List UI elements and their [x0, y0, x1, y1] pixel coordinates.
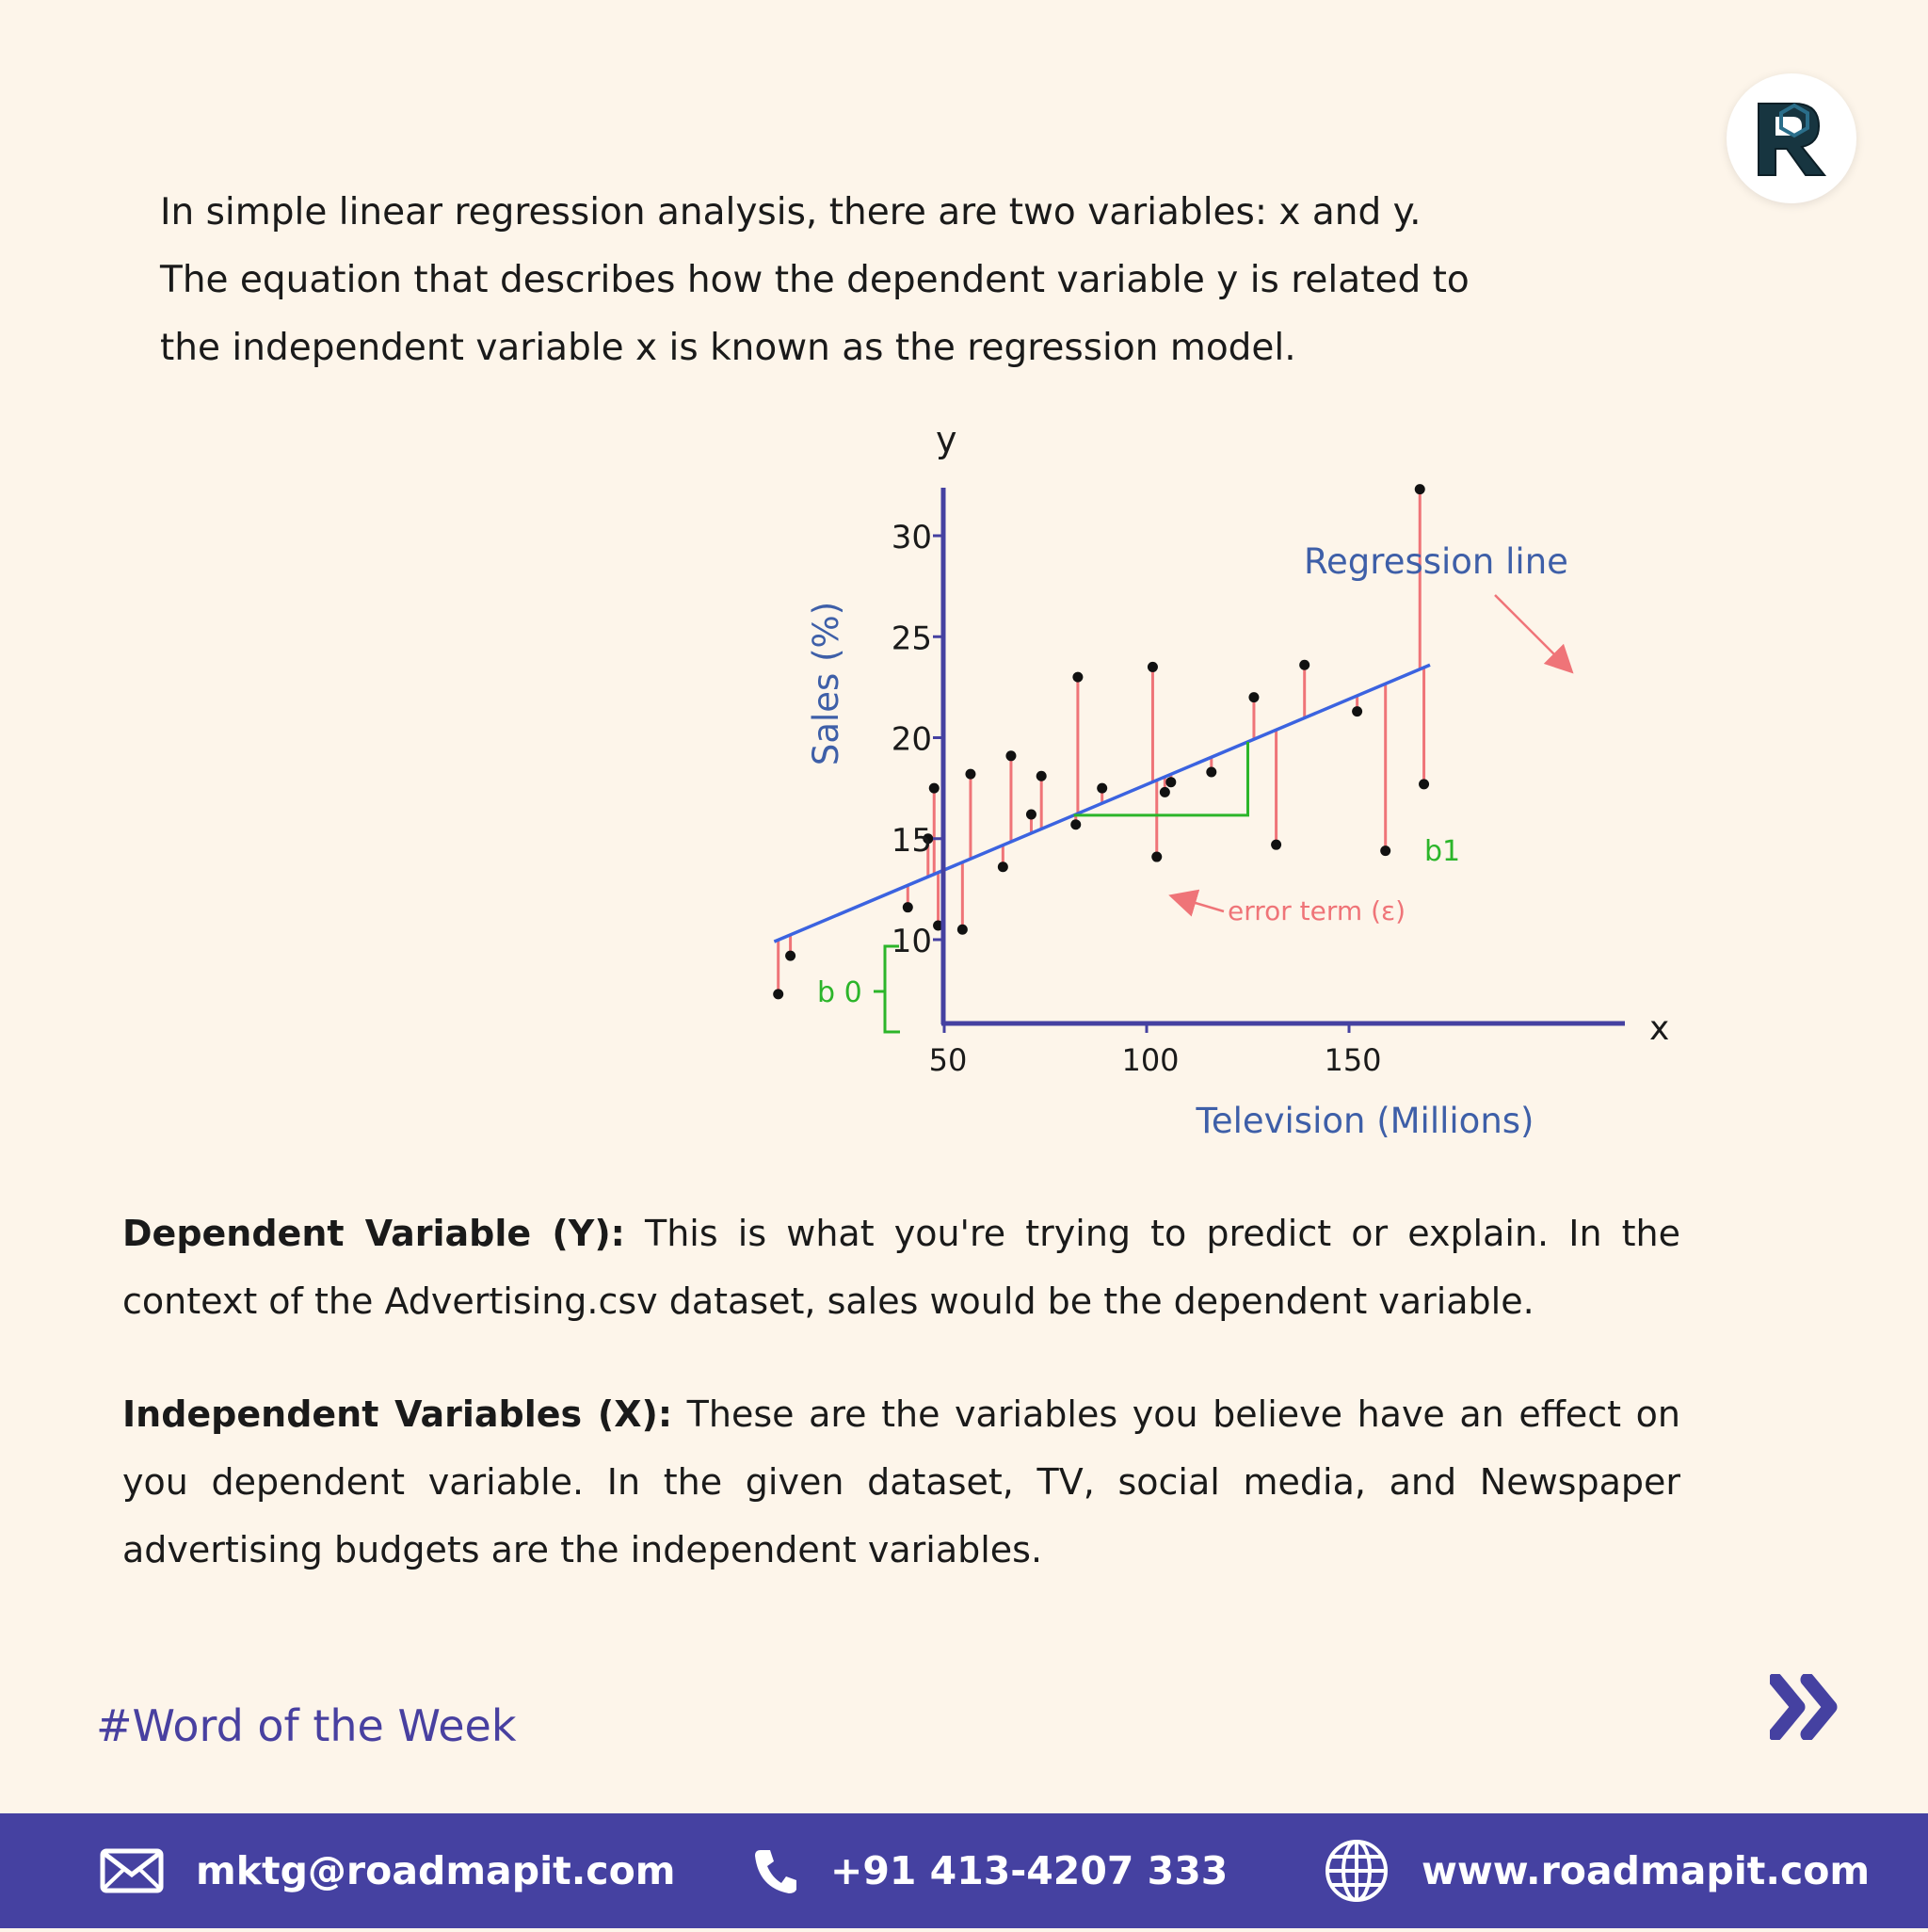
brand-logo	[1727, 73, 1856, 203]
data-point	[1005, 750, 1017, 762]
data-points	[773, 484, 1430, 1000]
data-point	[965, 768, 976, 780]
independent-variables-term: Independent Variables (X):	[122, 1393, 673, 1435]
data-point	[997, 861, 1008, 873]
x-tick-label: 100	[1121, 1042, 1179, 1078]
regression-line-label: Regression line	[1304, 541, 1568, 582]
independent-variables-body: These are the variables you believe have…	[122, 1393, 1680, 1570]
data-point	[1070, 819, 1082, 830]
data-point	[902, 902, 913, 913]
dependent-variable-body: This is what you're trying to predict or…	[122, 1213, 1680, 1322]
data-point	[1352, 706, 1363, 717]
data-point	[1025, 809, 1036, 820]
y-tick-label: 25	[892, 620, 932, 657]
footer-bar: mktg@roadmapit.com +91 413-4207 333 www.…	[0, 1813, 1928, 1928]
double-chevron-right-icon	[1768, 1672, 1838, 1742]
dependent-variable-term: Dependent Variable (Y):	[122, 1213, 625, 1254]
hashtag-label: #Word of the Week	[96, 1700, 517, 1751]
data-point	[1165, 777, 1177, 788]
error-term-arrow	[1168, 889, 1225, 917]
y-axis-letter: y	[936, 419, 957, 460]
intro-paragraph: In simple linear regression analysis, th…	[160, 191, 1470, 369]
data-point	[1271, 839, 1282, 850]
data-point	[1414, 484, 1425, 495]
y-tick-label: 15	[892, 822, 932, 860]
x-tick-label: 150	[1324, 1042, 1381, 1078]
x-axis-label: Television (Millions)	[1196, 1101, 1534, 1141]
roadmap-logo-icon	[1758, 103, 1827, 176]
intercept-label: b 0	[817, 976, 862, 1009]
data-point	[1072, 671, 1084, 683]
data-point	[1097, 782, 1108, 794]
data-point	[1299, 659, 1310, 670]
x-axis-letter: x	[1649, 1009, 1669, 1048]
data-point	[1206, 766, 1217, 778]
data-point	[1248, 692, 1260, 703]
y-axis-label: Sales (%)	[806, 602, 846, 765]
next-button[interactable]	[1768, 1672, 1845, 1742]
regression-line	[773, 663, 1431, 943]
y-tick-label: 10	[892, 923, 932, 960]
data-point	[933, 920, 944, 931]
phone-icon	[755, 1850, 796, 1893]
data-point	[923, 833, 934, 845]
independent-variables-definition: Independent Variables (X): These are the…	[122, 1380, 1680, 1584]
phone-text: +91 413-4207 333	[830, 1848, 1229, 1893]
regression-line-arrow	[1494, 594, 1574, 674]
website-text: www.roadmapit.com	[1422, 1848, 1871, 1893]
email-text: mktg@roadmapit.com	[196, 1848, 676, 1893]
data-point	[785, 950, 796, 961]
x-tick-label: 50	[929, 1042, 968, 1078]
error-term-label: error term (ε)	[1228, 895, 1406, 926]
data-point	[773, 989, 784, 1000]
intercept-bracket	[883, 944, 900, 1034]
y-tick-label: 30	[892, 519, 932, 556]
footer-phone[interactable]: +91 413-4207 333	[753, 1813, 1228, 1928]
slope-indicator	[1073, 741, 1249, 817]
slope-label: b1	[1424, 835, 1460, 868]
footer-email[interactable]: mktg@roadmapit.com	[100, 1813, 676, 1928]
y-axis-ticks: 10 15 20 25 30	[892, 519, 943, 960]
data-point	[956, 924, 968, 935]
dependent-variable-definition: Dependent Variable (Y): This is what you…	[122, 1199, 1680, 1335]
data-point	[928, 782, 940, 794]
data-point	[1147, 661, 1158, 672]
x-axis-ticks: 50 100 150	[929, 1023, 1382, 1078]
footer-website[interactable]: www.roadmapit.com	[1324, 1813, 1870, 1928]
mail-icon	[100, 1848, 164, 1893]
data-point	[1036, 770, 1047, 781]
y-tick-label: 20	[892, 721, 932, 759]
data-point	[1151, 851, 1163, 862]
globe-icon	[1326, 1840, 1388, 1902]
data-point	[1159, 786, 1170, 797]
residual-lines	[777, 489, 1426, 994]
data-point	[1419, 779, 1430, 790]
data-point	[1380, 845, 1391, 857]
